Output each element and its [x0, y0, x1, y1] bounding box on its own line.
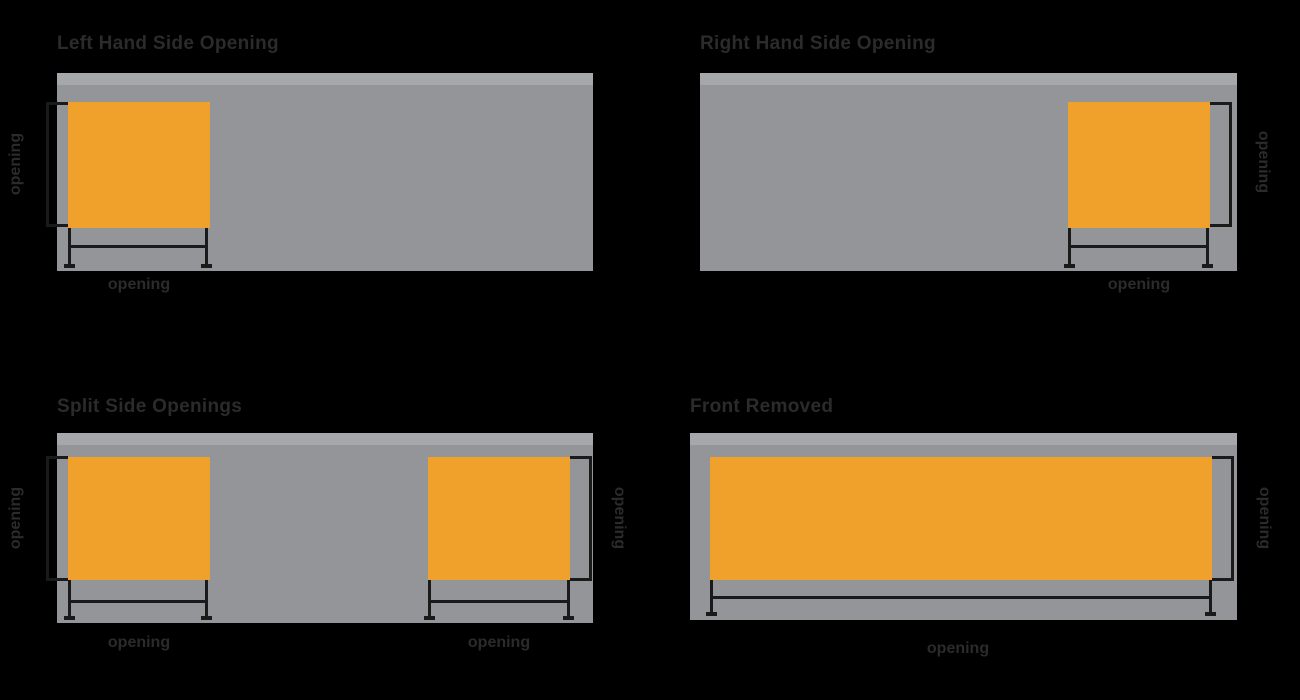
panel1-cabinet-top-edge — [57, 73, 593, 85]
panel2-width-dimension-label: opening — [1107, 276, 1171, 293]
panel2-title: Right Hand Side Opening — [700, 33, 936, 54]
panel1-width-dimension-label: opening — [107, 276, 171, 293]
panel4-width-dimension-label: opening — [926, 640, 990, 657]
panel3-cabinet-top-edge — [57, 433, 593, 445]
panel4-opening-zone — [710, 457, 1212, 580]
panel2-height-dimension-label: opening — [1255, 130, 1272, 194]
panel4-cabinet-top-edge — [690, 433, 1237, 445]
panel1-title: Left Hand Side Opening — [57, 33, 279, 54]
panel2-opening-zone — [1068, 102, 1210, 228]
panel2-cabinet-top-edge — [700, 73, 1237, 85]
panel3-title: Split Side Openings — [57, 396, 243, 417]
panel4-height-dimension-label: opening — [1256, 486, 1273, 550]
panel4-title: Front Removed — [690, 396, 834, 417]
panel3-width-dimension-label-left: opening — [107, 634, 171, 651]
panel3-width-dimension-label-right: opening — [467, 634, 531, 651]
panel1-opening-zone — [68, 102, 210, 228]
panel3-opening-zone-right — [428, 457, 570, 580]
panel3-height-dimension-label-left: opening — [7, 486, 24, 550]
panel3-height-dimension-label-right: opening — [611, 486, 628, 550]
panel3-opening-zone-left — [68, 457, 210, 580]
panel1-height-dimension-label: opening — [7, 132, 24, 196]
